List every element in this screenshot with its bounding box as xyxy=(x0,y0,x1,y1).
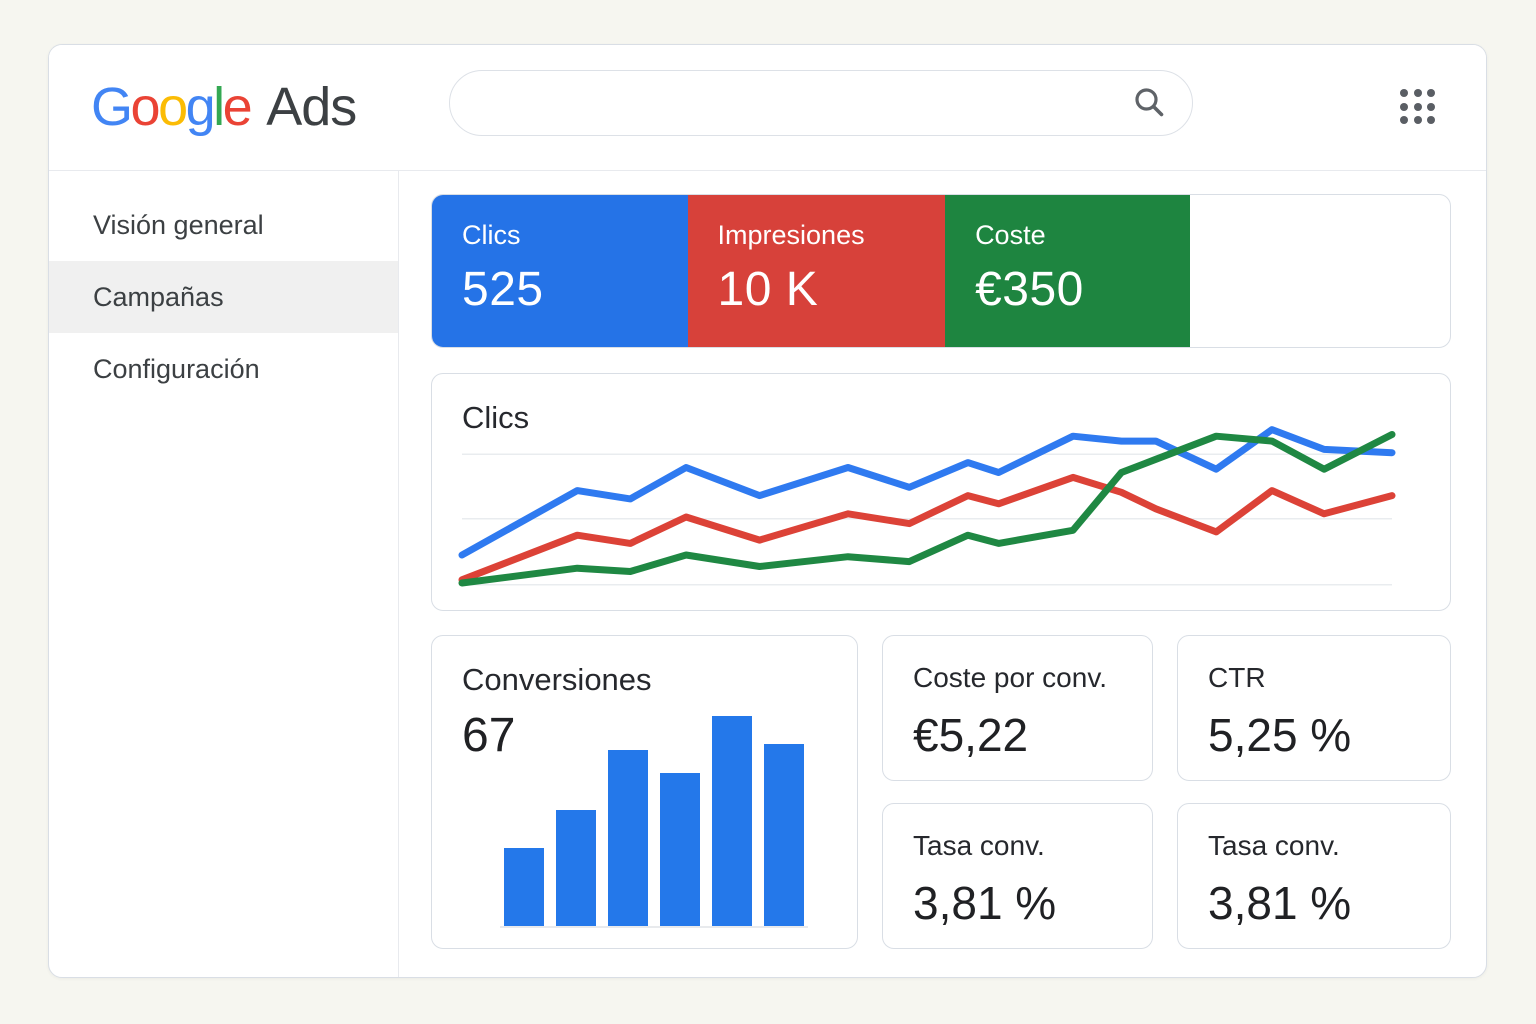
sidebar-item-vision-general[interactable]: Visión general xyxy=(93,209,264,240)
bar xyxy=(660,772,700,926)
logo-letter: G xyxy=(91,76,133,137)
logo-letter: e xyxy=(222,76,253,137)
conv-rate-card: Tasa conv. 3,81 % xyxy=(882,803,1153,949)
top-bar: Google Ads xyxy=(49,45,1486,171)
stat-label: Tasa conv. xyxy=(1208,830,1340,861)
chart-title: Clics xyxy=(462,400,530,435)
bar xyxy=(764,744,804,926)
main-content: Clics 525 Impresiones 10 K Coste €350 Cl… xyxy=(399,171,1486,977)
window-body: Visión general Campañas Configuración Cl… xyxy=(49,171,1486,977)
metric-label: Coste xyxy=(975,220,1046,250)
sidebar-item-configuracion[interactable]: Configuración xyxy=(93,353,260,384)
stat-value: 5,25 % xyxy=(1208,709,1352,761)
metric-segment[interactable]: Impresiones 10 K xyxy=(687,195,946,347)
stat-value: 3,81 % xyxy=(1208,877,1352,929)
clicks-line-chart xyxy=(458,426,1396,587)
stat-value: €5,22 xyxy=(913,709,1029,761)
stat-cards-grid: Coste por conv. €5,22 CTR 5,25 % Tasa co… xyxy=(882,635,1451,949)
stat-value: 3,81 % xyxy=(913,877,1057,929)
apps-grid-icon[interactable] xyxy=(1400,89,1436,125)
logo-letter: g xyxy=(185,76,216,137)
app-window: Google Ads Visión general Campañas Confi… xyxy=(48,44,1487,978)
stat-label: Tasa conv. xyxy=(913,830,1045,861)
conversions-title: Conversiones xyxy=(462,662,652,697)
metric-label: Impresiones xyxy=(717,220,865,250)
conversions-card: Conversiones 67 xyxy=(431,635,858,949)
google-ads-logo: Google Ads xyxy=(91,75,357,137)
bar xyxy=(712,716,752,926)
green-line xyxy=(458,431,1396,587)
search-input[interactable] xyxy=(480,71,1120,135)
metric-value: 525 xyxy=(462,263,544,316)
metric-label: Clics xyxy=(462,220,521,250)
logo-suffix: Ads xyxy=(266,76,357,137)
search-icon[interactable] xyxy=(1131,85,1168,122)
logo-letter: o xyxy=(130,76,161,137)
cost-per-conv-card: Coste por conv. €5,22 xyxy=(882,635,1153,781)
sidebar-item-campanas[interactable]: Campañas xyxy=(49,261,398,333)
red-line xyxy=(458,473,1396,584)
bar xyxy=(504,847,544,926)
google-logo-word: Google xyxy=(91,75,253,137)
sidebar: Visión general Campañas Configuración xyxy=(49,171,399,977)
logo-letter: l xyxy=(213,76,225,137)
metric-value: 10 K xyxy=(717,263,819,316)
metric-value: €350 xyxy=(975,263,1084,316)
metric-segment[interactable]: Coste €350 xyxy=(945,195,1191,347)
bar xyxy=(608,750,648,926)
stat-label: CTR xyxy=(1208,662,1266,693)
conversions-bar-chart xyxy=(500,716,808,928)
conv-rate-card-2: Tasa conv. 3,81 % xyxy=(1177,803,1451,949)
metrics-summary-bar: Clics 525 Impresiones 10 K Coste €350 xyxy=(431,194,1451,348)
logo-letter: o xyxy=(158,76,188,137)
metric-segment[interactable]: Clics 525 xyxy=(432,195,688,347)
blue-line xyxy=(458,426,1396,559)
ctr-card: CTR 5,25 % xyxy=(1177,635,1451,781)
clicks-chart-card: Clics xyxy=(431,373,1451,611)
search-bar[interactable] xyxy=(449,70,1193,136)
stat-label: Coste por conv. xyxy=(913,662,1108,693)
bottom-cards-row: Conversiones 67 Coste por conv. €5,22 CT… xyxy=(431,635,1451,949)
bar xyxy=(556,810,596,926)
conversions-value: 67 xyxy=(462,709,516,762)
